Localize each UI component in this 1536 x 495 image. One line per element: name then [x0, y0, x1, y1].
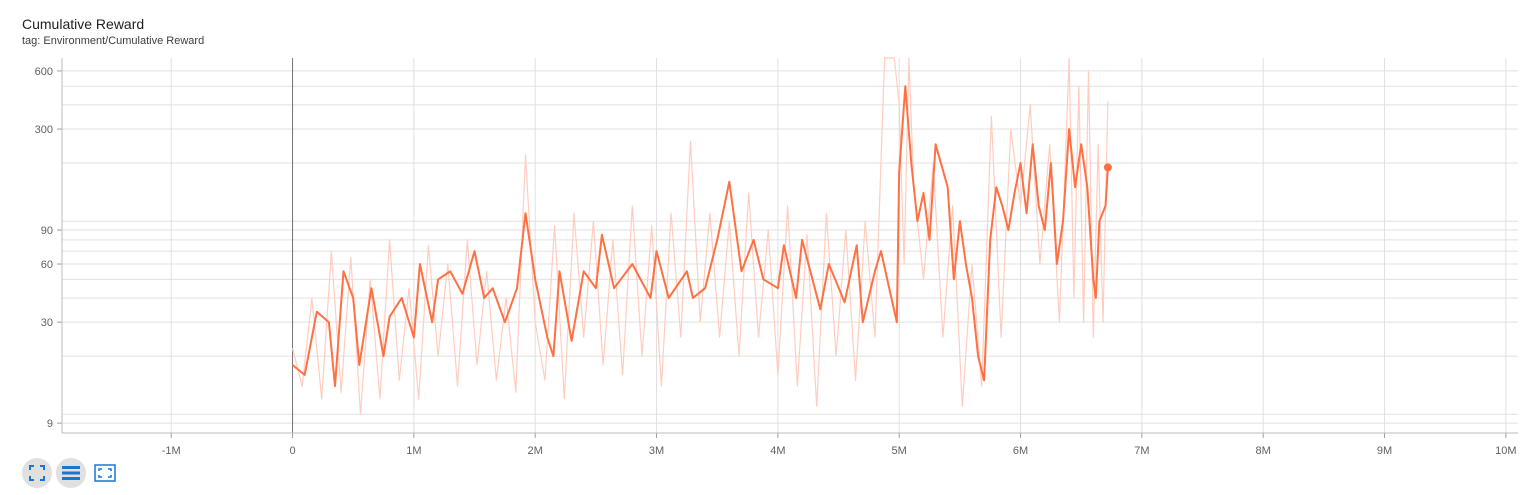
toggle-log-scale-icon — [62, 466, 80, 480]
y-tick-label: 60 — [41, 259, 53, 271]
x-tick-label: 2M — [528, 445, 543, 457]
x-tick-label: -1M — [162, 445, 181, 457]
y-tick-label: 300 — [35, 124, 53, 136]
toggle-log-scale-button[interactable] — [56, 458, 86, 488]
x-tick-label: 5M — [892, 445, 907, 457]
y-tick-label: 9 — [47, 418, 53, 430]
fit-to-data-icon — [29, 465, 45, 481]
x-tick-label: 0 — [289, 445, 295, 457]
y-tick-label: 90 — [41, 225, 53, 237]
chart-toolbar — [22, 458, 120, 488]
y-tick-label: 30 — [41, 317, 53, 329]
fit-to-data-button[interactable] — [22, 458, 52, 488]
raw-series-line — [291, 57, 1109, 415]
y-tick-label: 600 — [35, 66, 53, 78]
last-point-marker — [1103, 163, 1112, 172]
x-tick-label: 4M — [770, 445, 785, 457]
smoothed-series-line — [291, 85, 1109, 388]
chart-title: Cumulative Reward — [22, 16, 145, 32]
x-tick-label: 9M — [1377, 445, 1392, 457]
x-tick-label: 7M — [1134, 445, 1149, 457]
x-tick-label: 6M — [1013, 445, 1028, 457]
x-tick-label: 1M — [406, 445, 421, 457]
expand-icon — [94, 464, 116, 482]
x-tick-label: 3M — [649, 445, 664, 457]
x-tick-label: 10M — [1495, 445, 1516, 457]
x-tick-label: 8M — [1256, 445, 1271, 457]
expand-button[interactable] — [90, 458, 120, 488]
chart-tag: tag: Environment/Cumulative Reward — [22, 35, 205, 47]
